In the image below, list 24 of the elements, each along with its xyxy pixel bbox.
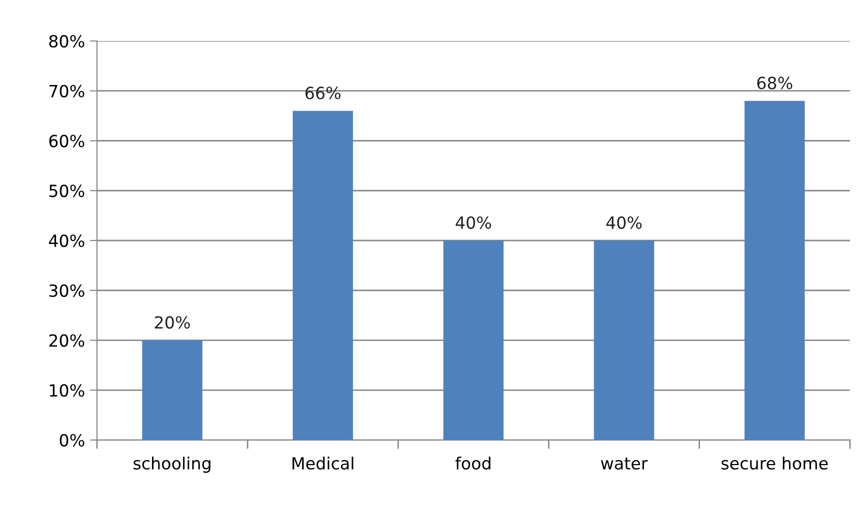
bar [142,340,202,440]
x-tick-label: water [601,458,648,470]
bar [292,110,353,440]
x-tick-label: Medical [292,456,354,470]
y-tick-label: 0% [60,434,84,447]
x-tick-label: schooling [134,456,210,473]
data-label: 40% [606,216,642,229]
y-tick-label: 60% [49,134,84,148]
y-tick-label: 20% [49,334,84,347]
y-tick-label: 10% [50,384,84,397]
y-tick-label: 70% [49,84,84,98]
bar [594,240,654,440]
bar [443,240,504,440]
data-label: 20% [154,316,190,329]
y-tick-label: 40% [48,234,84,248]
y-tick-label: 30% [49,284,84,297]
data-label: 68% [757,76,792,90]
y-tick-label: 80% [49,34,84,48]
y-tick-label: 50% [49,184,84,198]
bar [744,100,805,440]
x-tick-label: secure home [722,456,828,470]
x-tick-label: food [455,456,490,470]
data-label: 40% [456,216,492,229]
data-label: 66% [306,86,340,100]
